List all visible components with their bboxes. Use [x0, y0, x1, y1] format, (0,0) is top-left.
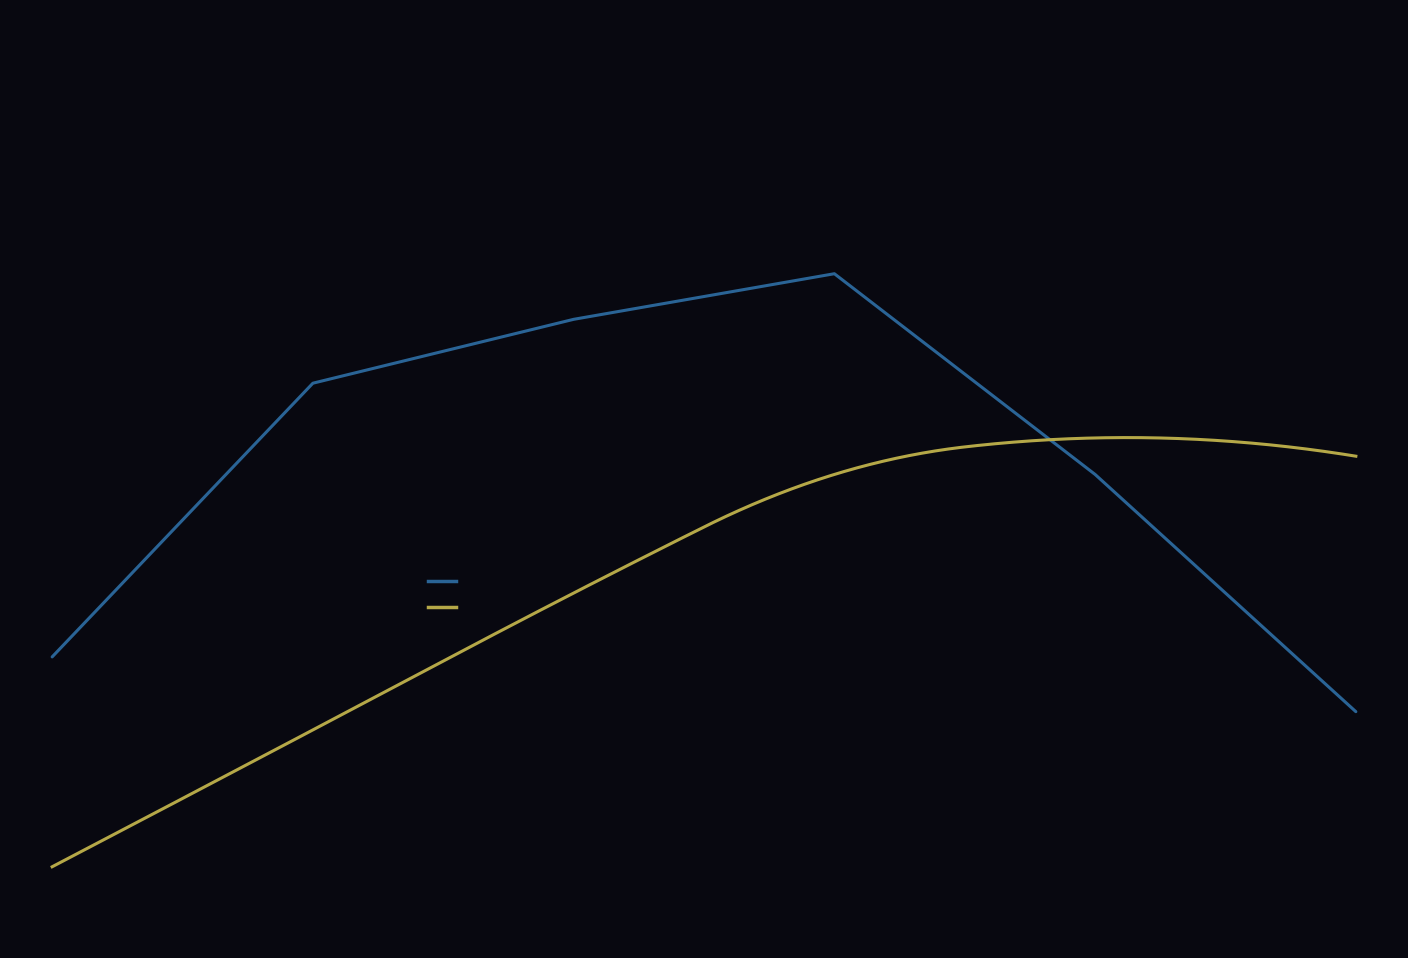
Legend:   ,   : , — [428, 575, 473, 615]
